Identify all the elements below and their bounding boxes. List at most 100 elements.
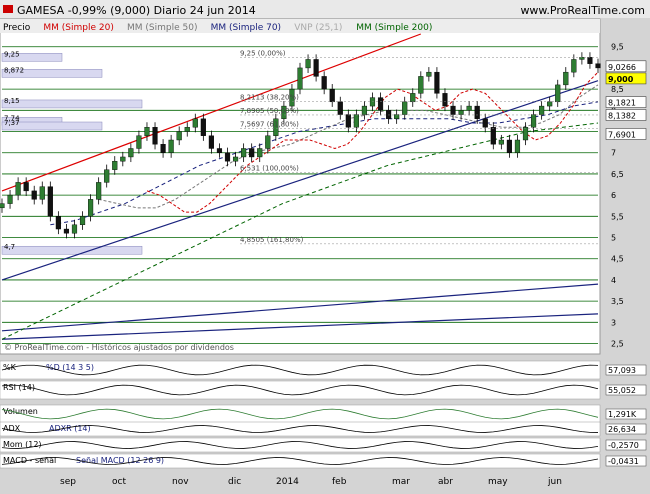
volume-profile-bar bbox=[1, 245, 143, 255]
candle-body bbox=[498, 139, 504, 145]
candle-body bbox=[329, 88, 335, 103]
indicator-value: -0,2570 bbox=[608, 441, 639, 450]
indicator-legend: Precio MM (Simple 20) MM (Simple 50) MM (Si… bbox=[3, 23, 432, 33]
fib-label: 6,531 (100,00%) bbox=[240, 165, 299, 173]
candle-body bbox=[15, 182, 21, 196]
candle-body bbox=[434, 71, 440, 94]
site-url: www.ProRealTime.com bbox=[520, 4, 645, 17]
indicator-line bbox=[1, 384, 599, 396]
candle-body bbox=[168, 139, 174, 153]
volume-profile-bar bbox=[1, 69, 103, 78]
legend-item: Precio bbox=[3, 23, 31, 33]
candle-body bbox=[579, 57, 585, 60]
sma200-line bbox=[1, 122, 599, 340]
y-tick-label: 2,5 bbox=[611, 340, 624, 349]
candle-body bbox=[369, 97, 376, 107]
legend-item: MM (Simple 70) bbox=[211, 23, 281, 33]
x-tick-label: abr bbox=[438, 477, 453, 487]
candle-body bbox=[136, 135, 142, 149]
volume-profile-label: 8,872 bbox=[4, 66, 24, 74]
x-tick-label: jun bbox=[547, 477, 562, 487]
candle-body bbox=[297, 67, 303, 90]
indicator-value: -0,0431 bbox=[608, 457, 639, 466]
candle-body bbox=[289, 88, 295, 107]
x-axis: sep oct nov dic 2014 feb mar abr may jun bbox=[60, 477, 562, 487]
candle-body bbox=[426, 71, 432, 77]
y-tick-label: 5,5 bbox=[611, 212, 624, 221]
y-axis: 2,533,544,555,566,577,588,59,5 bbox=[611, 43, 624, 349]
header-bar bbox=[0, 0, 650, 18]
indicator-line bbox=[1, 457, 599, 465]
price-tag bbox=[605, 128, 647, 140]
price-tag-label: 8,1821 bbox=[608, 99, 636, 108]
fibonacci-labels: 9,25 (0,00%) 8,2113 (38,20%) 7,8905 (50,00… bbox=[240, 49, 598, 245]
candle-body bbox=[216, 148, 223, 153]
price-tags: 9,0266 9,000 8,1821 8,1382 7,6901 bbox=[605, 60, 647, 140]
indicator-value: 55,052 bbox=[608, 386, 636, 395]
candle-body bbox=[39, 186, 45, 200]
candle-body bbox=[530, 114, 537, 128]
candle-body bbox=[458, 110, 464, 115]
candle-body bbox=[224, 152, 231, 162]
legend-item: VNP (25,1) bbox=[294, 23, 342, 33]
candle-body bbox=[176, 131, 182, 141]
indicator-panel bbox=[0, 380, 601, 400]
indicator-value-tag bbox=[605, 455, 647, 467]
blue-trendline bbox=[1, 313, 599, 340]
candle-body bbox=[402, 101, 408, 115]
y-tick-label: 7 bbox=[611, 149, 616, 158]
price-tag bbox=[605, 109, 647, 121]
candle-body bbox=[120, 156, 126, 162]
candle-body bbox=[466, 105, 472, 111]
candle-body bbox=[144, 127, 150, 136]
legend-item: MM (Simple 20) bbox=[43, 23, 113, 33]
candle-body bbox=[273, 118, 279, 136]
red-trendline bbox=[1, 33, 422, 192]
logo-icon bbox=[3, 5, 13, 13]
indicator-value-tag bbox=[605, 423, 647, 435]
indicator-value-tag bbox=[605, 439, 647, 451]
indicator-panels: %K %D (14 3 5) 57,093 RSI (14) 55,052 Volumen… bbox=[0, 360, 647, 469]
candle-body bbox=[184, 127, 190, 132]
candle-body bbox=[547, 101, 553, 107]
candle-body bbox=[232, 156, 239, 162]
indicator-value: 1,291K bbox=[608, 410, 637, 419]
candle-body bbox=[96, 182, 102, 200]
indicator-value: 57,093 bbox=[608, 366, 636, 375]
trendlines bbox=[1, 33, 599, 340]
candle-body bbox=[337, 101, 343, 115]
candle-body bbox=[257, 148, 263, 158]
indicator-value-tag bbox=[605, 408, 647, 420]
indicator-name: Volumen bbox=[3, 407, 38, 416]
candle-body bbox=[539, 105, 545, 115]
candle-body bbox=[345, 114, 351, 128]
x-tick-label: feb bbox=[332, 477, 347, 487]
candle-body bbox=[63, 228, 70, 234]
indicator-panel bbox=[0, 404, 601, 424]
candle-body bbox=[305, 59, 311, 69]
candle-body bbox=[0, 203, 5, 209]
candle-body bbox=[506, 139, 512, 153]
candle-body bbox=[442, 93, 448, 107]
indicator-name: Mom (12) bbox=[3, 440, 42, 449]
price-tag bbox=[605, 96, 647, 108]
chart-title: GAMESA -0,99% (9,000) Diario 24 jun 2014 bbox=[17, 4, 256, 17]
candle-body bbox=[490, 127, 496, 145]
candle-body bbox=[361, 105, 368, 115]
indicator-value-tag bbox=[605, 384, 647, 396]
blue-trendline bbox=[1, 283, 599, 332]
y-tick-label: 6,5 bbox=[611, 170, 624, 179]
x-tick-label: may bbox=[488, 477, 508, 487]
candle-body bbox=[450, 105, 456, 115]
volume-profile-label: 4,7 bbox=[4, 243, 15, 251]
x-tick-label: dic bbox=[228, 477, 241, 487]
y-tick-label: 5 bbox=[611, 234, 616, 243]
legend-item: MM (Simple 200) bbox=[356, 23, 432, 33]
indicator-legend: %D (14 3 5) bbox=[46, 363, 94, 372]
candle-body bbox=[555, 84, 561, 103]
candle-body bbox=[249, 148, 255, 158]
price-tag bbox=[605, 60, 647, 73]
footer-note: © ProRealTime.com - Históricos ajustados… bbox=[4, 342, 234, 352]
candle-body bbox=[128, 148, 134, 158]
